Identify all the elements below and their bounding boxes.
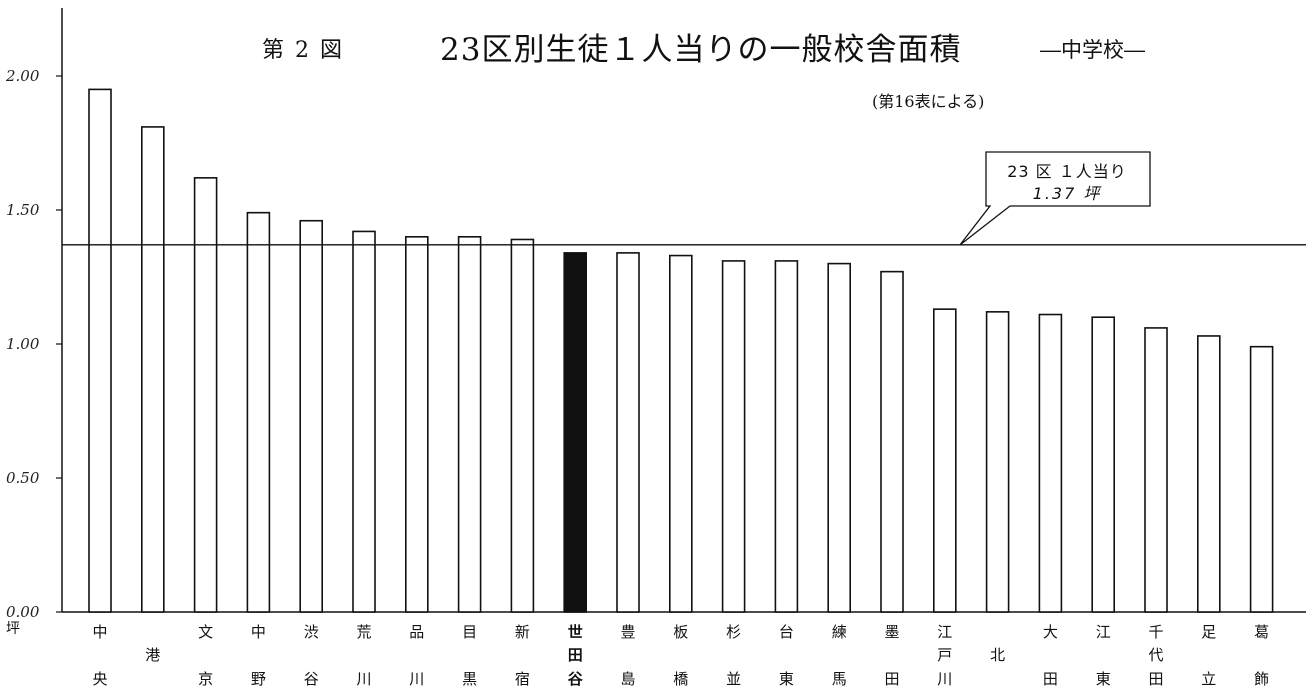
- bar-中央: [88, 88, 112, 613]
- bar-杉並: [721, 260, 746, 613]
- category-label: 品: [409, 623, 424, 641]
- category-label: 宿: [515, 670, 530, 688]
- bar-荒川: [352, 230, 376, 613]
- category-label: 並: [726, 670, 741, 688]
- bar-墨田: [880, 270, 904, 613]
- category-label: 島: [620, 670, 635, 688]
- bar-江戸川: [932, 308, 957, 613]
- bar-目黒: [457, 236, 482, 613]
- bar-足立: [1197, 335, 1221, 613]
- category-label: 渋: [304, 623, 319, 641]
- category-label: 杉: [726, 623, 741, 641]
- category-label: 世: [568, 623, 583, 641]
- bar-港: [141, 126, 165, 613]
- bar-中野: [246, 211, 271, 613]
- y-tick-label: 2.00: [5, 67, 40, 85]
- callout-label-line2: 1.37 坪: [1032, 184, 1102, 203]
- bars: [88, 88, 1274, 613]
- bar-渋谷: [299, 219, 324, 613]
- y-tick-labels: 0.00 0.50 1.00 1.50 2.00: [5, 67, 40, 621]
- bar-台東: [774, 260, 799, 613]
- bar-江東: [1091, 316, 1115, 613]
- category-label: 代: [1148, 646, 1163, 664]
- bar-品川: [404, 236, 429, 613]
- category-label: 田: [568, 646, 583, 664]
- category-label: 東: [1096, 670, 1111, 688]
- callout-label-line1: 23 区 １人当り: [1007, 162, 1127, 181]
- average-reference-line: [62, 151, 1306, 246]
- y-tick-label: 0.50: [6, 469, 40, 487]
- category-label: 練: [832, 623, 847, 641]
- category-label: 台: [779, 623, 794, 641]
- callout-box: [959, 151, 1151, 246]
- figure-number: 第 2 図: [262, 38, 344, 63]
- bar-葛飾: [1249, 345, 1274, 613]
- category-label: 葛: [1254, 623, 1269, 641]
- category-label: 京: [198, 670, 213, 688]
- bar-大田: [1038, 313, 1063, 613]
- category-label: 墨: [884, 623, 899, 641]
- chart-subtitle: ―中学校―: [1040, 38, 1145, 62]
- category-label: 谷: [568, 670, 584, 688]
- chart-title: 23区別生徒１人当りの一般校舎面積: [440, 32, 962, 68]
- y-unit-label: 坪: [6, 621, 20, 637]
- category-label: 中: [92, 623, 107, 641]
- category-label: 央: [92, 670, 107, 688]
- category-label: 戸: [937, 646, 952, 664]
- category-label: 港: [145, 646, 160, 664]
- category-label: 大: [1043, 623, 1058, 641]
- category-label: 川: [356, 670, 371, 688]
- category-labels: 中央港文京中野渋谷荒川品川目黒新宿世田谷豊島板橋杉並台東練馬墨田江戸川北大田江東…: [92, 623, 1269, 688]
- y-tick-label: 1.50: [6, 201, 40, 219]
- category-label: 中: [251, 623, 266, 641]
- y-tick-label: 1.00: [6, 335, 40, 353]
- category-label: 足: [1201, 623, 1216, 641]
- y-tick-label: 0.00: [6, 603, 40, 621]
- category-label: 新: [515, 623, 530, 641]
- category-label: 文: [198, 623, 213, 641]
- category-label: 豊: [620, 623, 635, 641]
- category-label: 黒: [462, 670, 477, 688]
- category-label: 馬: [832, 670, 847, 688]
- category-label: 野: [251, 670, 266, 688]
- category-label: 田: [1043, 670, 1058, 688]
- category-label: 荒: [356, 623, 371, 641]
- category-label: 田: [1148, 670, 1163, 688]
- category-label: 江: [937, 623, 952, 641]
- bar-文京: [193, 177, 218, 613]
- bar-北: [985, 311, 1010, 613]
- category-label: 板: [673, 623, 688, 641]
- category-label: 東: [779, 670, 794, 688]
- bar-板橋: [668, 254, 693, 613]
- bar-練馬: [827, 262, 852, 613]
- source-note: (第16表による): [872, 92, 985, 111]
- category-label: 飾: [1254, 670, 1269, 688]
- category-label: 北: [990, 646, 1005, 664]
- category-label: 橋: [673, 670, 688, 688]
- category-label: 川: [409, 670, 424, 688]
- bar-世田谷: [563, 252, 588, 613]
- category-label: 谷: [304, 670, 319, 688]
- category-label: 目: [462, 623, 477, 641]
- category-label: 立: [1201, 670, 1216, 688]
- category-label: 川: [937, 670, 952, 688]
- category-label: 江: [1096, 623, 1111, 641]
- bar-豊島: [616, 252, 640, 613]
- category-label: 田: [884, 670, 899, 688]
- bar-新宿: [510, 238, 535, 613]
- category-label: 千: [1148, 623, 1163, 641]
- bar-千代田: [1144, 327, 1168, 613]
